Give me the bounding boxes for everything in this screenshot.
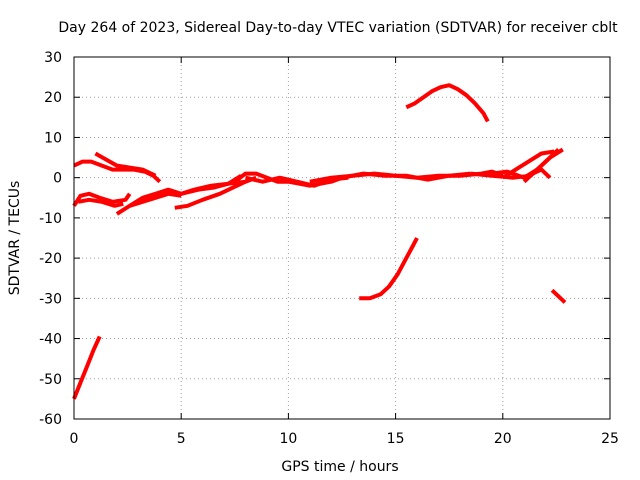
data-series	[72, 83, 567, 400]
series-arc-lower-f	[148, 174, 243, 200]
grid-lines	[74, 57, 610, 419]
series-arc-dip-14h	[359, 237, 419, 301]
x-axis-label: GPS time / hours	[281, 459, 398, 475]
y-tick-label: -60	[39, 412, 62, 428]
y-tick-label: 30	[44, 50, 62, 66]
series-arc-late-23h	[550, 288, 567, 304]
y-axis-label: SDTVAR / TECUs	[7, 181, 23, 296]
plot-frame	[73, 56, 611, 420]
chart-title: Day 264 of 2023, Sidereal Day-to-day VTE…	[58, 20, 618, 36]
y-tick-label: 0	[53, 171, 62, 187]
y-tick-label: 20	[44, 90, 62, 106]
y-tick-label: -20	[39, 251, 62, 267]
series-arc-peak-17h	[405, 83, 490, 123]
series-arc-lower-a	[72, 191, 132, 207]
y-tick-label: -40	[39, 332, 62, 348]
x-tick-label: 25	[601, 431, 619, 447]
x-tick-label: 5	[177, 431, 186, 447]
x-tick-label: 0	[70, 431, 79, 447]
series-arc-early-descent	[72, 335, 102, 400]
x-tick-label: 10	[279, 431, 297, 447]
y-tick-label: -30	[39, 291, 62, 307]
y-tick-label: -10	[39, 211, 62, 227]
y-tick-label: -50	[39, 372, 62, 388]
axis-ticks	[73, 56, 611, 420]
x-tick-label: 15	[387, 431, 405, 447]
series-arc-upper-b	[94, 151, 157, 178]
series-arc-lower-b	[77, 197, 124, 208]
tick-labels: 0 5 10 15 20 25 -60 -50 -40 -30 -20 -10 0 10 20 30	[39, 50, 619, 447]
series-arc-mid-d	[341, 171, 471, 182]
series-arc-lower-e	[174, 175, 257, 210]
x-tick-label: 20	[494, 431, 512, 447]
y-tick-label: 10	[44, 130, 62, 146]
series-arc-rise-day22-d	[522, 167, 552, 184]
series-arc-rise-day22-c	[501, 149, 555, 180]
